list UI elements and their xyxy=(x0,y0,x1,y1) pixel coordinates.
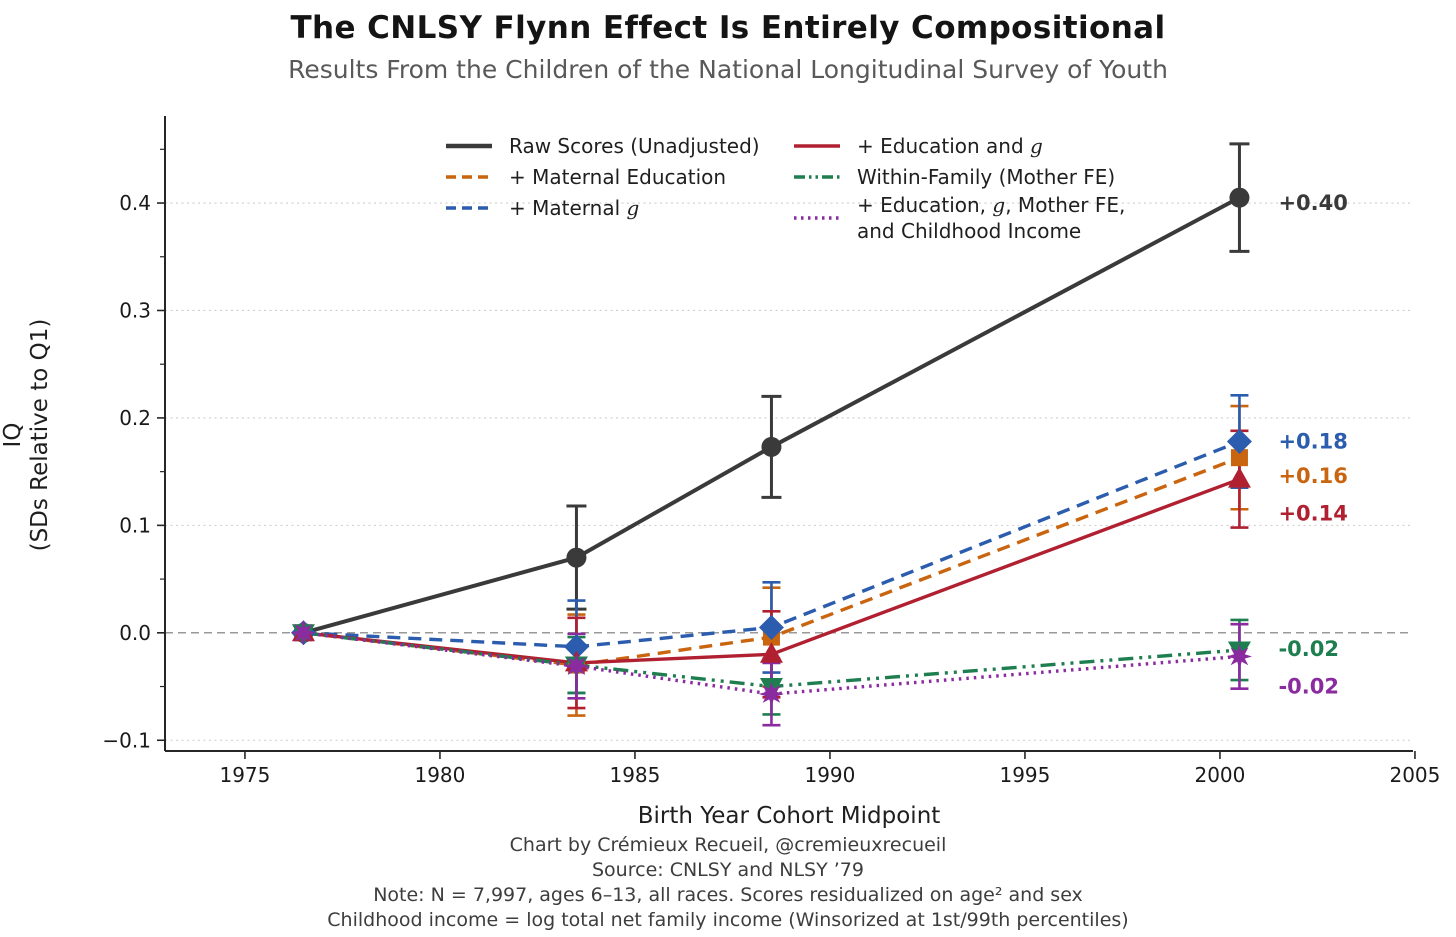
circle-marker xyxy=(1229,187,1250,208)
y-axis-label-line2: (SDs Relative to Q1) xyxy=(27,318,53,552)
diamond-marker xyxy=(758,614,784,640)
legend-label: + Maternal Education xyxy=(509,164,727,189)
footnote-credit: Chart by Crémieux Recueil, @cremieuxrecu… xyxy=(509,834,947,856)
legend: Raw Scores (Unadjusted) + Maternal Educat… xyxy=(445,130,1125,244)
y-tick-label: 0.1 xyxy=(119,513,151,537)
legend-label: + Maternal g xyxy=(509,195,640,220)
legend-label: + Education and g xyxy=(857,133,1043,158)
legend-swatch-dashed xyxy=(446,174,492,179)
end-value-label: +0.40 xyxy=(1278,191,1347,215)
legend-swatch-dotted xyxy=(794,216,840,220)
end-value-label: -0.02 xyxy=(1278,637,1339,661)
y-tick-label: −0.1 xyxy=(102,728,151,752)
y-tick-label: 0.3 xyxy=(119,298,151,322)
y-tick-label: 0.4 xyxy=(119,191,151,215)
circle-marker xyxy=(566,547,587,568)
legend-label: Raw Scores (Unadjusted) xyxy=(509,133,760,158)
legend-swatch-dashdot xyxy=(794,174,840,179)
legend-swatch-dashed xyxy=(446,205,492,210)
end-value-label: +0.14 xyxy=(1278,502,1347,526)
legend-item-maternal-g: + Maternal g xyxy=(445,192,793,223)
x-tick-label: 1985 xyxy=(609,763,660,787)
star8-marker xyxy=(1226,643,1252,669)
series-line xyxy=(303,631,1240,689)
x-tick-label: 1995 xyxy=(999,763,1050,787)
star8-marker xyxy=(758,681,784,707)
legend-item-education-g-mother-fe-and-childhood-income: + Education, g, Mother FE, and Childhood … xyxy=(793,192,1125,244)
chart-subtitle: Results From the Children of the Nationa… xyxy=(288,55,1168,84)
end-value-label: +0.16 xyxy=(1278,464,1347,488)
series-line xyxy=(303,631,1240,696)
x-axis-label: Birth Year Cohort Midpoint xyxy=(637,803,941,829)
y-axis-label: IQ (SDs Relative to Q1) xyxy=(0,300,56,570)
x-tick-label: 2005 xyxy=(1389,763,1440,787)
x-tick-label: 2000 xyxy=(1194,763,1245,787)
series-education-and-g xyxy=(303,429,1249,710)
y-axis-label-line1: IQ xyxy=(0,422,26,448)
x-tick-label: 1990 xyxy=(804,763,855,787)
series-line xyxy=(302,195,1241,635)
markers-education-g-mother-fe-and-childhood-income xyxy=(290,620,1252,707)
x-tick-label: 1980 xyxy=(414,763,465,787)
square-marker xyxy=(1230,449,1248,467)
triangle-up-marker xyxy=(759,642,783,663)
chart-title: The CNLSY Flynn Effect Is Entirely Compo… xyxy=(290,10,1166,46)
star8-marker xyxy=(563,653,589,679)
legend-column: + Education and g Within-Family (Mother F… xyxy=(793,130,1125,244)
footer: Chart by Crémieux Recueil, @cremieuxrecu… xyxy=(0,833,1456,933)
triangle-up-marker xyxy=(1227,467,1251,488)
end-value-label: -0.02 xyxy=(1278,675,1339,699)
star8-marker xyxy=(290,620,316,646)
diamond-marker xyxy=(1226,429,1252,455)
legend-item-education-and-g: + Education and g xyxy=(793,130,1125,161)
diamond-marker xyxy=(563,634,589,660)
legend-swatch-solid xyxy=(794,143,840,148)
circle-marker xyxy=(761,436,782,457)
y-tick-label: 0.0 xyxy=(119,621,151,645)
x-tick-label: 1975 xyxy=(219,763,270,787)
legend-swatch-solid xyxy=(446,143,492,148)
end-value-label: +0.18 xyxy=(1278,430,1347,454)
legend-item-raw-scores-unadjusted: Raw Scores (Unadjusted) xyxy=(445,130,793,161)
y-tick-label: 0.2 xyxy=(119,406,151,430)
series-line xyxy=(303,439,1241,649)
footnote-note: Note: N = 7,997, ages 6–13, all races. S… xyxy=(373,884,1083,906)
legend-item-within-family-mother-fe: Within-Family (Mother FE) xyxy=(793,161,1125,192)
legend-label: Within-Family (Mother FE) xyxy=(857,164,1116,189)
footnote-income: Childhood income = log total net family … xyxy=(327,909,1129,931)
legend-column: Raw Scores (Unadjusted) + Maternal Educat… xyxy=(445,130,793,244)
footnote-source: Source: CNLSY and NLSY ’79 xyxy=(592,859,864,881)
legend-label: + Education, g, Mother FE, and Childhood … xyxy=(857,193,1126,243)
legend-item-maternal-education: + Maternal Education xyxy=(445,161,793,192)
